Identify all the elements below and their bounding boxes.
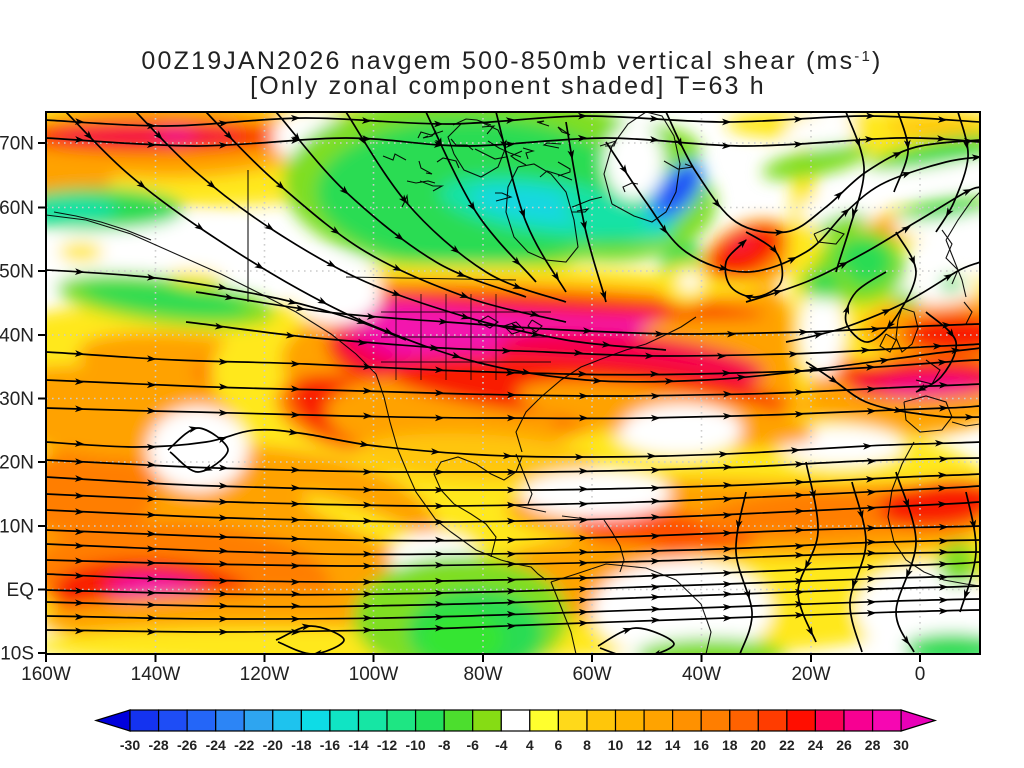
- svg-text:0: 0: [915, 664, 926, 685]
- svg-text:-22: -22: [234, 737, 254, 753]
- svg-text:-14: -14: [348, 737, 368, 753]
- svg-text:-6: -6: [466, 737, 479, 753]
- svg-text:70N: 70N: [0, 134, 34, 155]
- svg-text:-26: -26: [177, 737, 197, 753]
- svg-text:-20: -20: [263, 737, 283, 753]
- svg-text:00Z19JAN2026 navgem 500-850mb: 00Z19JAN2026 navgem 500-850mb vertical s…: [141, 47, 882, 75]
- svg-text:14: 14: [665, 737, 681, 753]
- svg-text:-4: -4: [495, 737, 508, 753]
- svg-text:16: 16: [693, 737, 709, 753]
- svg-text:24: 24: [808, 737, 824, 753]
- svg-text:120W: 120W: [240, 664, 290, 685]
- svg-text:26: 26: [836, 737, 852, 753]
- svg-text:10N: 10N: [0, 517, 34, 538]
- svg-text:-30: -30: [120, 737, 140, 753]
- svg-text:-18: -18: [291, 737, 311, 753]
- svg-text:60W: 60W: [572, 664, 611, 685]
- svg-text:28: 28: [865, 737, 881, 753]
- svg-text:4: 4: [526, 737, 534, 753]
- svg-text:-8: -8: [438, 737, 451, 753]
- svg-text:140W: 140W: [131, 664, 181, 685]
- svg-text:160W: 160W: [21, 664, 71, 685]
- svg-text:20N: 20N: [0, 453, 34, 474]
- svg-text:-24: -24: [206, 737, 226, 753]
- svg-text:10: 10: [608, 737, 624, 753]
- svg-text:12: 12: [636, 737, 652, 753]
- svg-text:80W: 80W: [463, 664, 502, 685]
- svg-text:-28: -28: [148, 737, 168, 753]
- svg-text:30N: 30N: [0, 389, 34, 410]
- svg-text:EQ: EQ: [7, 580, 34, 601]
- svg-text:40W: 40W: [682, 664, 721, 685]
- svg-text:100W: 100W: [349, 664, 399, 685]
- svg-text:18: 18: [722, 737, 738, 753]
- svg-text:8: 8: [583, 737, 591, 753]
- svg-text:22: 22: [779, 737, 795, 753]
- svg-text:-10: -10: [405, 737, 425, 753]
- svg-text:20: 20: [751, 737, 767, 753]
- svg-text:-16: -16: [320, 737, 340, 753]
- svg-text:6: 6: [555, 737, 563, 753]
- svg-text:30: 30: [893, 737, 909, 753]
- svg-text:[Only zonal component shaded]: [Only zonal component shaded] T=63 h: [250, 72, 766, 100]
- svg-text:20W: 20W: [791, 664, 830, 685]
- svg-text:-12: -12: [377, 737, 397, 753]
- svg-text:50N: 50N: [0, 262, 34, 283]
- svg-text:40N: 40N: [0, 326, 34, 347]
- svg-text:10S: 10S: [0, 644, 34, 665]
- svg-text:60N: 60N: [0, 198, 34, 219]
